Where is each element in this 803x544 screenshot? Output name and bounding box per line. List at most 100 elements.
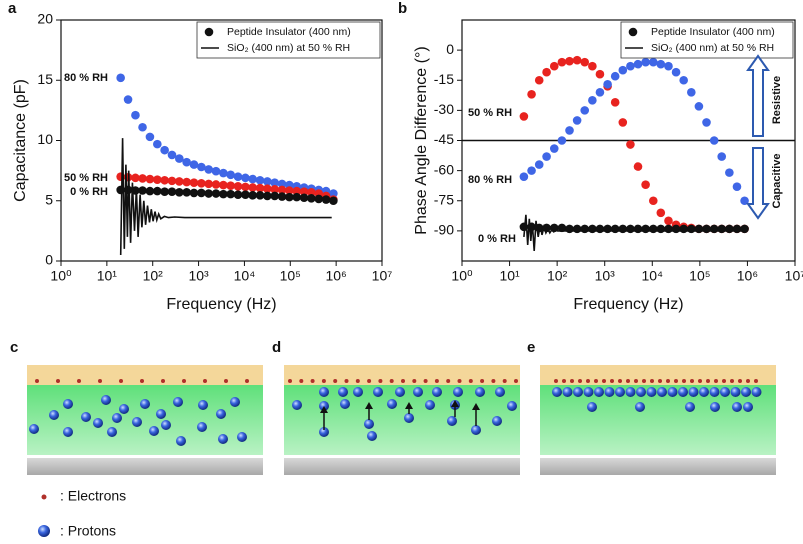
data-point	[588, 61, 597, 71]
data-point	[618, 224, 628, 234]
legend-box	[196, 21, 381, 59]
series-label: 80 % RH	[468, 174, 512, 186]
data-point	[557, 57, 567, 67]
proton	[573, 387, 583, 397]
electron	[378, 379, 383, 383]
electron	[642, 379, 646, 383]
data-point	[182, 177, 191, 187]
data-point	[270, 178, 279, 187]
x-tick-label: 10³	[188, 268, 209, 284]
electron	[355, 379, 360, 383]
proton	[198, 400, 208, 410]
data-point	[664, 61, 673, 71]
data-point	[679, 224, 688, 234]
data-point	[580, 57, 590, 67]
legend-box	[620, 21, 794, 59]
proton	[688, 387, 699, 397]
data-point	[285, 186, 294, 195]
data-point	[197, 162, 206, 172]
data-point	[534, 75, 544, 85]
panel-label: d	[272, 339, 281, 356]
proton	[395, 387, 405, 397]
proton	[29, 424, 39, 434]
proton	[492, 416, 502, 426]
x-tick-label: 10²	[547, 268, 568, 284]
electron	[586, 379, 590, 383]
data-point	[572, 224, 582, 234]
proton	[149, 426, 159, 436]
y-tick-label: -15	[434, 71, 454, 87]
proton	[156, 409, 166, 419]
proton	[699, 387, 709, 397]
electron	[626, 379, 630, 383]
proton-icon	[38, 525, 50, 537]
data-point	[595, 224, 605, 234]
data-point	[285, 192, 294, 202]
proton	[216, 409, 226, 419]
electron	[554, 379, 558, 383]
electron	[738, 379, 742, 383]
electron	[562, 379, 566, 383]
proton	[709, 387, 720, 397]
proton	[741, 387, 751, 397]
data-point	[314, 194, 324, 204]
electron	[203, 379, 207, 383]
proton	[230, 397, 240, 407]
data-point	[618, 118, 628, 127]
proton	[237, 432, 247, 442]
data-point	[717, 152, 727, 161]
proton	[646, 387, 657, 397]
data-point	[270, 191, 279, 201]
proton	[140, 399, 150, 409]
data-point	[549, 61, 559, 71]
y-tick-label: 10	[37, 131, 53, 147]
data-point	[219, 189, 228, 199]
data-point	[565, 224, 574, 234]
motion-arrowhead	[405, 402, 413, 409]
electron	[594, 379, 598, 383]
series-label: 50 % RH	[64, 172, 108, 184]
data-point	[197, 178, 206, 188]
proton	[340, 399, 350, 409]
y-tick-label: -75	[434, 191, 454, 207]
data-point	[160, 145, 169, 155]
motion-arrowhead	[451, 400, 459, 407]
proton	[447, 416, 457, 426]
electron	[514, 379, 518, 383]
x-tick-label: 10⁴	[641, 268, 663, 284]
data-point	[557, 223, 567, 233]
proton	[367, 431, 377, 441]
proton	[583, 387, 594, 397]
proton	[667, 387, 678, 397]
x-tick-label: 10³	[595, 268, 616, 284]
data-point	[595, 88, 605, 97]
data-point	[664, 216, 673, 226]
data-point	[717, 224, 727, 234]
proton	[425, 400, 435, 410]
proton	[507, 401, 517, 411]
electron	[310, 379, 315, 383]
proton	[743, 402, 753, 412]
electron	[245, 379, 249, 383]
y-tick-label: -45	[434, 131, 454, 147]
data-point	[633, 162, 643, 171]
data-point	[219, 180, 228, 190]
data-point	[263, 191, 272, 201]
panel-label: c	[10, 339, 18, 356]
x-tick-label: 10⁵	[280, 268, 301, 284]
data-point	[241, 190, 250, 200]
electron	[344, 379, 349, 383]
proton	[720, 387, 730, 397]
legend-text: : Protons	[60, 523, 116, 539]
data-point	[740, 224, 749, 234]
data-point	[329, 189, 338, 198]
data-point	[572, 116, 582, 125]
data-point	[123, 95, 133, 104]
proton	[635, 402, 645, 412]
data-point	[603, 79, 612, 89]
data-point	[233, 172, 243, 181]
electron	[401, 379, 405, 383]
data-point	[595, 69, 605, 79]
proton	[678, 387, 688, 397]
